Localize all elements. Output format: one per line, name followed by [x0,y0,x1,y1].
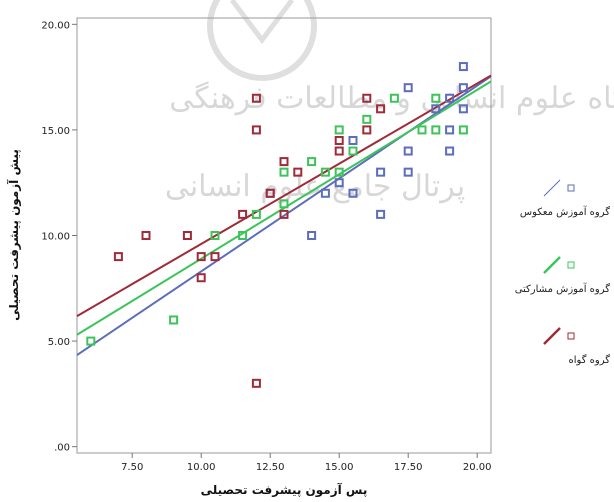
point-series-1 [334,167,344,177]
point-series-2 [251,125,261,135]
point-series-1 [431,125,441,135]
legend-label-2: گروه گواه [569,354,611,366]
point-series-0 [307,231,317,240]
y-tick-label: .00 [54,443,70,454]
legend-marker-0 [567,184,575,192]
point-series-1 [320,167,330,177]
point-series-1 [431,93,441,103]
point-series-2 [334,135,344,145]
point-series-1 [86,336,96,346]
point-series-0 [445,93,455,103]
svg-text:پرتال جامع علوم انسانی: پرتال جامع علوم انسانی [165,169,465,204]
legend-label-0: گروه آموزش معکوس [520,205,610,218]
point-series-1 [417,125,427,135]
point-series-0 [320,188,330,198]
legend: گروه آموزش معکوس گروه آموزش مشارکتی گروه گ… [515,179,611,366]
point-series-0 [431,104,441,114]
x-tick-label: 12.50 [256,462,285,473]
legend-marker-1 [567,261,575,269]
point-series-1 [348,146,358,156]
point-series-2 [265,188,275,198]
point-series-2 [210,252,220,262]
x-axis-ticks: 7.50 10.00 12.50 15.00 17.50 20.00 [121,453,492,473]
point-series-0 [334,178,344,188]
point-series-1 [389,93,399,103]
point-series-0 [376,167,386,177]
y-tick-label: 15.00 [41,126,70,137]
fit-lines [76,74,492,356]
point-series-2 [362,125,372,135]
point-series-0 [458,62,468,72]
point-series-1 [279,167,289,177]
x-tick-label: 17.50 [394,462,423,473]
point-series-2 [279,209,289,219]
point-series-1 [362,114,372,124]
legend-line-1 [543,256,561,274]
legend-marker-2 [567,332,575,340]
point-series-1 [307,157,317,167]
point-series-0 [403,83,413,93]
point-series-2 [196,252,206,262]
point-series-0 [348,188,358,198]
point-series-1 [279,199,289,209]
point-series-1 [458,125,468,135]
point-series-2 [196,273,206,283]
y-tick-label: 20.00 [41,20,70,31]
point-series-2 [279,157,289,167]
x-tick-label: 7.50 [121,462,143,473]
point-series-1 [334,125,344,135]
point-series-0 [348,135,358,145]
point-series-0 [376,209,386,219]
data-points [86,62,468,388]
y-axis-ticks: .00 5.00 10.00 15.00 20.00 [41,20,77,454]
x-tick-label: 20.00 [463,462,492,473]
legend-label-1: گروه آموزش مشارکتی [515,282,611,295]
y-tick-label: 10.00 [41,232,70,243]
point-series-0 [458,104,468,114]
point-series-1 [169,315,179,325]
point-series-2 [113,252,123,262]
y-tick-label: 5.00 [48,337,70,348]
point-series-0 [458,83,468,93]
point-series-2 [362,93,372,103]
point-series-2 [251,378,261,388]
fit-line-series-2 [76,74,492,318]
point-series-2 [141,231,151,240]
y-axis-title: پیش آزمون پیشرفت تحصیلی [6,149,22,321]
point-series-0 [403,167,413,177]
point-series-0 [403,146,413,156]
point-series-0 [445,146,455,156]
x-tick-label: 10.00 [187,462,216,473]
point-series-1 [210,231,220,240]
point-series-2 [238,209,248,219]
watermark-logo: پژوهشگاه علوم انسانی و مطالعات فرهنگی پر… [165,0,614,204]
x-tick-label: 15.00 [325,462,354,473]
point-series-1 [251,209,261,219]
x-axis-title: پس آزمون پیشرفت تحصیلی [201,482,368,498]
fit-line-series-0 [76,75,492,356]
point-series-1 [238,231,248,240]
point-series-2 [293,167,303,177]
legend-line-2 [543,327,561,345]
point-series-2 [251,93,261,103]
point-series-2 [376,104,386,114]
legend-line-0 [543,179,561,197]
point-series-2 [182,231,192,240]
point-series-0 [445,125,455,135]
point-series-2 [334,146,344,156]
